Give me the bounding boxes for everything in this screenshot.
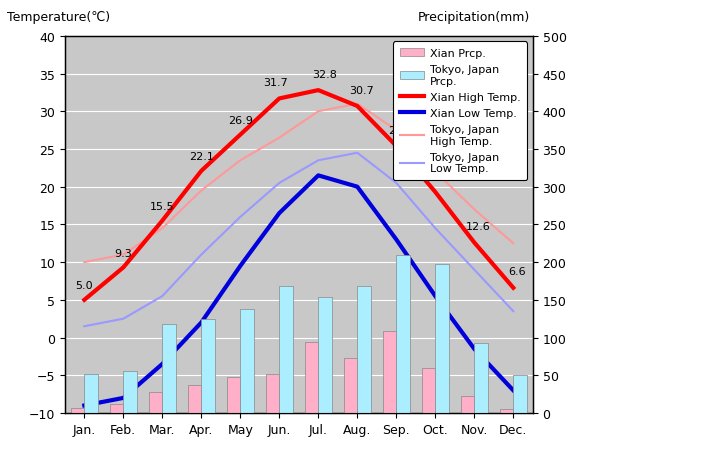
Bar [71, 408, 84, 413]
Bar [305, 342, 318, 413]
Text: 22.1: 22.1 [189, 152, 214, 162]
Bar [500, 409, 513, 413]
Text: Precipitation(mm): Precipitation(mm) [418, 11, 530, 24]
Bar [188, 386, 202, 413]
Bar [279, 287, 293, 413]
Bar [357, 286, 371, 413]
Bar [240, 309, 254, 413]
Bar [461, 396, 474, 413]
Bar [436, 264, 449, 413]
Bar [227, 377, 240, 413]
Text: 9.3: 9.3 [114, 248, 132, 258]
Text: 31.7: 31.7 [263, 78, 288, 88]
Legend: Xian Prcp., Tokyo, Japan
Prcp., Xian High Temp., Xian Low Temp., Tokyo, Japan
Hi: Xian Prcp., Tokyo, Japan Prcp., Xian Hig… [393, 42, 527, 181]
Text: Temperature(℃): Temperature(℃) [7, 11, 110, 24]
Bar [148, 392, 162, 413]
Bar [84, 374, 98, 413]
Bar [382, 331, 396, 413]
Bar [123, 371, 137, 413]
Text: 12.6: 12.6 [466, 222, 490, 232]
Bar [513, 375, 527, 413]
Text: 15.5: 15.5 [150, 202, 175, 211]
Bar [318, 297, 332, 413]
Bar [422, 368, 436, 413]
Text: 30.7: 30.7 [348, 85, 374, 95]
Text: 25.4: 25.4 [388, 125, 413, 135]
Bar [266, 374, 279, 413]
Bar [343, 358, 357, 413]
Bar [396, 255, 410, 413]
Bar [109, 404, 123, 413]
Text: 32.8: 32.8 [312, 70, 336, 79]
Text: 26.9: 26.9 [228, 116, 253, 126]
Text: 6.6: 6.6 [508, 267, 526, 277]
Text: 19.3: 19.3 [427, 171, 451, 181]
Bar [474, 343, 488, 413]
Bar [162, 325, 176, 413]
Text: 5.0: 5.0 [76, 280, 93, 291]
Bar [202, 319, 215, 413]
